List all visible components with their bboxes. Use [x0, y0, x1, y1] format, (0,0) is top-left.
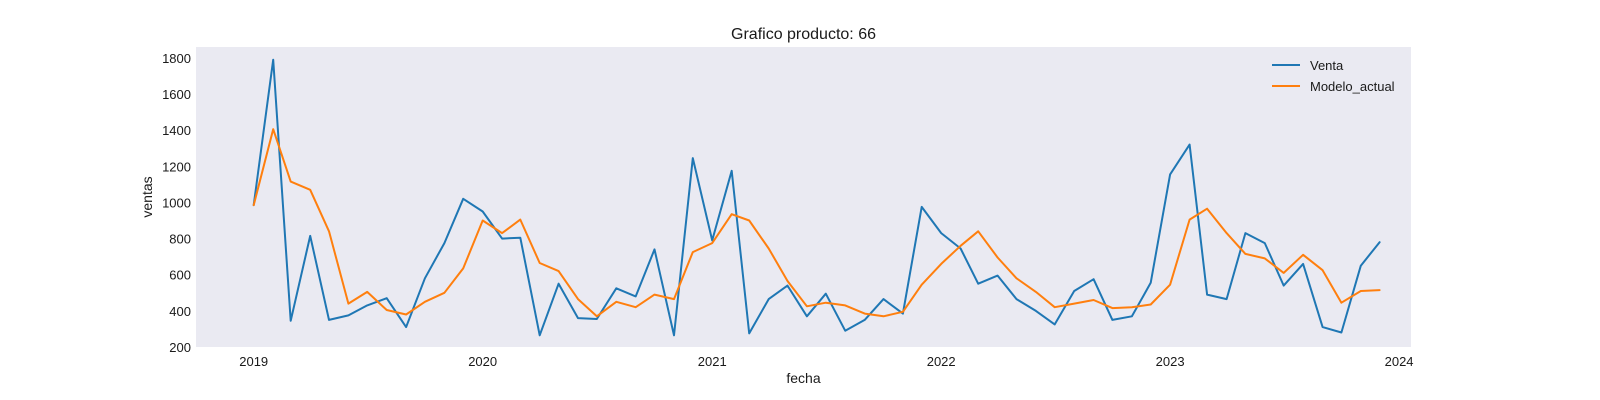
chart-title: Grafico producto: 66 [731, 26, 876, 43]
plot-area [196, 47, 1411, 347]
x-tick-label: 2021 [698, 354, 727, 369]
y-tick-label: 1800 [162, 51, 191, 66]
y-axis: 200 400 600 800 1000 1200 1400 1600 1800 [162, 51, 191, 355]
series-line-modelo-actual [252, 128, 1381, 318]
x-tick-label: 2020 [468, 354, 497, 369]
y-tick-label: 600 [169, 268, 191, 283]
y-tick-label: 800 [169, 232, 191, 247]
legend-label: Modelo_actual [1310, 79, 1395, 94]
x-tick-label: 2024 [1385, 354, 1414, 369]
y-tick-label: 200 [169, 340, 191, 355]
x-tick-label: 2019 [239, 354, 268, 369]
legend-label: Venta [1310, 58, 1344, 73]
y-axis-label: ventas [139, 176, 155, 217]
y-tick-label: 1400 [162, 123, 191, 138]
x-tick-label: 2022 [927, 354, 956, 369]
y-tick-label: 1600 [162, 87, 191, 102]
legend: Venta Modelo_actual [1272, 58, 1395, 94]
x-axis-label: fecha [786, 370, 820, 386]
x-tick-label: 2023 [1156, 354, 1185, 369]
y-tick-label: 400 [169, 304, 191, 319]
series-lines [252, 58, 1381, 337]
y-tick-label: 1000 [162, 195, 191, 210]
x-axis: 2019 2020 2021 2022 2023 2024 [239, 354, 1413, 369]
y-tick-label: 1200 [162, 159, 191, 174]
